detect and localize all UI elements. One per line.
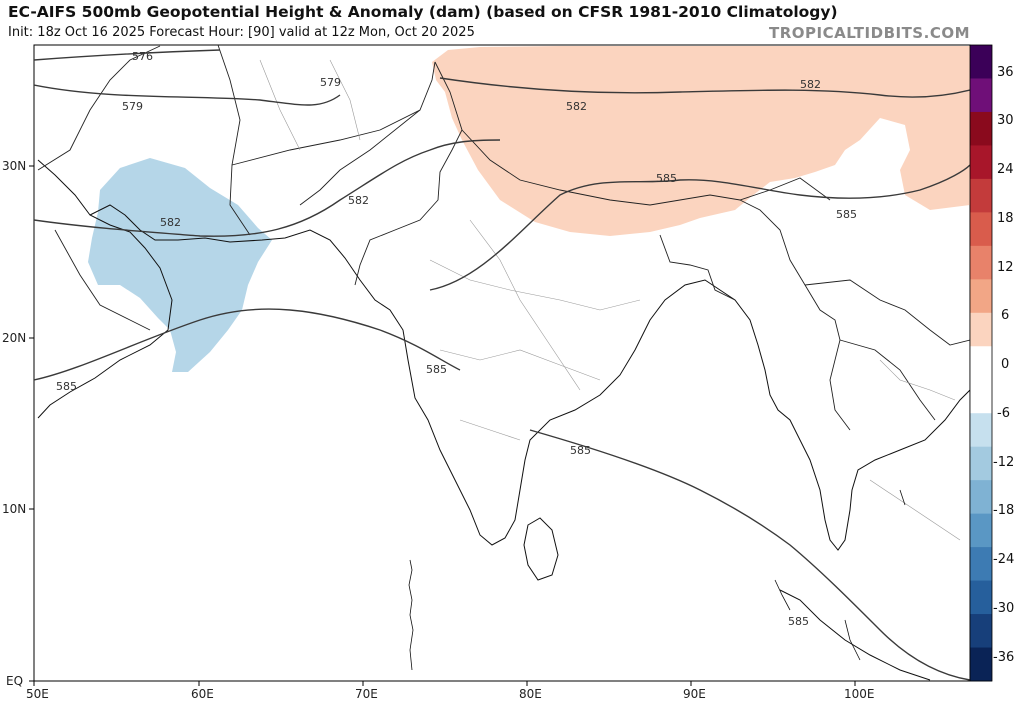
contour-label: 582 xyxy=(348,194,369,207)
colorbar-label: 6 xyxy=(1001,308,1009,323)
colorbar-swatch xyxy=(970,312,992,347)
lon-tick-label: 100E xyxy=(844,687,875,701)
negative-anomaly-region xyxy=(88,158,272,372)
colorbar-swatch xyxy=(970,580,992,615)
contour-label: 585 xyxy=(836,208,857,221)
brand-watermark: TROPICALTIDBITS.COM xyxy=(769,24,970,42)
chart-subtitle: Init: 18z Oct 16 2025 Forecast Hour: [90… xyxy=(8,25,475,40)
colorbar-swatch xyxy=(970,547,992,582)
height-contours xyxy=(34,49,970,681)
lat-tick-label: 30N xyxy=(2,159,26,173)
colorbar-swatch xyxy=(970,480,992,515)
colorbar-label: -6 xyxy=(997,406,1010,421)
lat-tick-label: 10N xyxy=(2,502,26,516)
colorbar-swatch xyxy=(970,614,992,649)
colorbar-swatch xyxy=(970,178,992,213)
borders xyxy=(37,45,970,431)
colorbar-swatch xyxy=(970,379,992,414)
contour-label: 576 xyxy=(132,50,153,63)
colorbar-label: 36 xyxy=(997,65,1014,80)
contour-label: 579 xyxy=(122,100,143,113)
colorbar-label: 0 xyxy=(1001,357,1009,372)
colorbar-swatch xyxy=(970,145,992,180)
admin-boundaries xyxy=(259,59,961,541)
colorbar-label: 18 xyxy=(997,211,1014,226)
colorbar-label: 30 xyxy=(997,113,1014,128)
colorbar-label: -12 xyxy=(993,455,1014,470)
coastlines xyxy=(37,159,970,681)
colorbar-swatch xyxy=(970,413,992,448)
lon-tick-label: 60E xyxy=(191,687,214,701)
contour-label: 585 xyxy=(570,444,591,457)
contour-label: 579 xyxy=(320,76,341,89)
contour-label: 585 xyxy=(788,615,809,628)
positive-anomaly-region xyxy=(432,46,970,236)
lon-tick-label: 70E xyxy=(355,687,378,701)
lat-tick-label: EQ xyxy=(6,674,23,688)
colorbar-swatch xyxy=(970,279,992,314)
contour-label: 582 xyxy=(566,100,587,113)
contour-label: 582 xyxy=(160,216,181,229)
colorbar-label: -24 xyxy=(993,552,1014,567)
colorbar-swatch xyxy=(970,245,992,280)
islands xyxy=(408,489,906,671)
colorbar-frame xyxy=(969,44,993,682)
contour-label: 585 xyxy=(426,363,447,376)
colorbar-swatch xyxy=(970,78,992,113)
latitude-axis xyxy=(29,165,34,682)
colorbar-label: -18 xyxy=(993,503,1014,518)
colorbar-label: 12 xyxy=(997,260,1014,275)
colorbar-swatch xyxy=(970,212,992,247)
colorbar-label: -30 xyxy=(993,601,1014,616)
contour-label: 582 xyxy=(800,78,821,91)
lat-tick-label: 20N xyxy=(2,331,26,345)
colorbar-labels: 36 30 24 18 12 6 0 -6 -12 -18 -24 -30 -3… xyxy=(993,65,1014,665)
colorbar-label: -36 xyxy=(993,650,1014,665)
colorbar-swatch xyxy=(970,647,992,682)
contour-label: 585 xyxy=(656,172,677,185)
longitude-axis xyxy=(33,681,856,686)
colorbar-swatch xyxy=(970,111,992,146)
colorbar xyxy=(970,45,992,682)
contour-label: 585 xyxy=(56,380,77,393)
colorbar-label: 24 xyxy=(997,162,1014,177)
contour-labels: 576 579 579 582 582 582 585 585 585 585 … xyxy=(56,50,857,628)
colorbar-swatch xyxy=(970,446,992,481)
lon-tick-label: 80E xyxy=(519,687,542,701)
colorbar-swatch xyxy=(970,513,992,548)
colorbar-swatch xyxy=(970,45,992,79)
lon-tick-label: 50E xyxy=(26,687,49,701)
colorbar-swatch xyxy=(970,346,992,381)
chart-title: EC-AIFS 500mb Geopotential Height & Anom… xyxy=(8,3,838,21)
lon-tick-label: 90E xyxy=(683,687,706,701)
